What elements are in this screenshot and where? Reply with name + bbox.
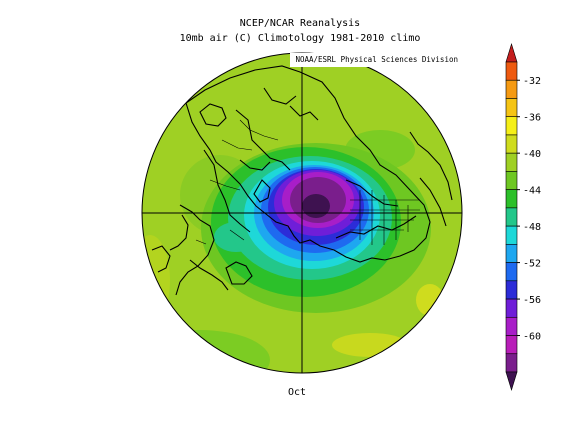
month-label: Oct bbox=[288, 387, 307, 398]
colorbar-top-cap bbox=[505, 42, 518, 63]
colorbar-segment bbox=[505, 171, 518, 190]
colorbar-segment bbox=[505, 262, 518, 282]
boundaries bbox=[195, 119, 420, 245]
colorbar-segment bbox=[505, 61, 518, 81]
colorbar-bottom-cap bbox=[505, 371, 518, 392]
map-title: NCEP/NCAR Reanalysis bbox=[239, 18, 361, 29]
colorbar-tick-label: -32 bbox=[523, 76, 541, 87]
colorbar-tick-label: -44 bbox=[523, 186, 541, 197]
colorbar-segment bbox=[505, 189, 518, 209]
colorbar-segment bbox=[505, 116, 518, 136]
map-subtitle: 10mb air (C) Climotology 1981-2010 climo bbox=[179, 33, 421, 44]
colorbar-tick-label: -60 bbox=[523, 332, 541, 343]
colorbar-tick-label: -40 bbox=[523, 149, 541, 160]
colorbar-tick-label: -56 bbox=[523, 295, 541, 306]
colorbar-segment bbox=[505, 244, 518, 263]
colorbar-tick-label: -52 bbox=[523, 259, 541, 270]
colorbar-segment bbox=[505, 298, 518, 318]
colorbar-tick-label: -36 bbox=[523, 113, 541, 124]
colorbar-segment bbox=[505, 79, 518, 99]
colorbar-segment bbox=[505, 98, 518, 118]
colorbar-segment bbox=[505, 353, 518, 373]
colorbar-segment bbox=[505, 152, 518, 172]
colorbar-segment bbox=[505, 316, 518, 336]
colorbar-segment bbox=[505, 280, 518, 300]
coastlines bbox=[151, 65, 453, 296]
colorbar-segment bbox=[505, 134, 518, 154]
credit-label: NOAA/ESRL Physical Sciences Division bbox=[290, 53, 460, 67]
colorbar-segment bbox=[505, 207, 518, 227]
colorbar-tick-label: -48 bbox=[523, 222, 541, 233]
colorbar-segment bbox=[505, 335, 518, 355]
colorbar-segment bbox=[505, 225, 518, 245]
